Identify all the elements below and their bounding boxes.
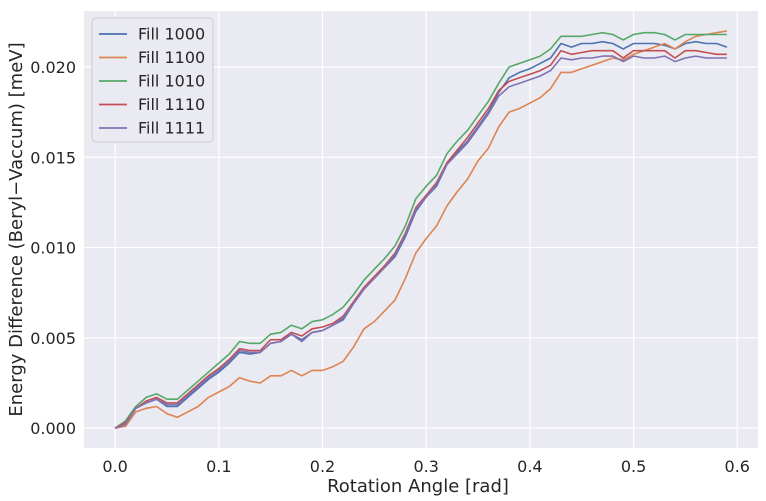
y-tick-label: 0.005: [30, 329, 76, 348]
x-tick-label: 0.1: [206, 457, 231, 476]
x-tick-label: 0.0: [102, 457, 127, 476]
x-tick-labels: 0.0 0.1 0.2 0.3 0.4 0.5 0.6: [102, 457, 750, 476]
legend-label-fill-1010: Fill 1010: [138, 72, 205, 91]
series-line-fill-1110: [114, 49, 727, 429]
y-tick-label: 0.000: [30, 419, 76, 438]
series-line-fill-1100: [114, 30, 728, 429]
legend-box: [91, 17, 214, 143]
x-tick-label: 0.5: [621, 457, 646, 476]
x-tick-label: 0.2: [310, 457, 335, 476]
grid-lines: [84, 11, 758, 448]
legend: Fill 1000 Fill 1100 Fill 1010 Fill 1110 Fill…: [91, 17, 214, 143]
y-tick-label: 0.020: [30, 58, 76, 77]
y-axis-label: Energy Difference (Beryl−Vaccum) [meV]: [6, 42, 27, 416]
series-line-fill-1010: [114, 31, 727, 429]
series-lines: [114, 30, 728, 429]
y-tick-labels: 0.000 0.005 0.010 0.015 0.020: [30, 58, 76, 438]
legend-label-fill-1111: Fill 1111: [138, 119, 205, 138]
legend-label-fill-1100: Fill 1100: [138, 48, 205, 67]
x-tick-label: 0.4: [517, 457, 542, 476]
x-axis-label: Rotation Angle [rad]: [327, 476, 509, 497]
y-tick-label: 0.015: [30, 148, 76, 167]
series-line-fill-1111: [114, 55, 727, 429]
x-tick-label: 0.6: [725, 457, 750, 476]
x-tick-label: 0.3: [413, 457, 438, 476]
legend-label-fill-1110: Fill 1110: [138, 95, 205, 114]
y-tick-label: 0.010: [30, 239, 76, 258]
legend-label-fill-1000: Fill 1000: [138, 25, 205, 44]
